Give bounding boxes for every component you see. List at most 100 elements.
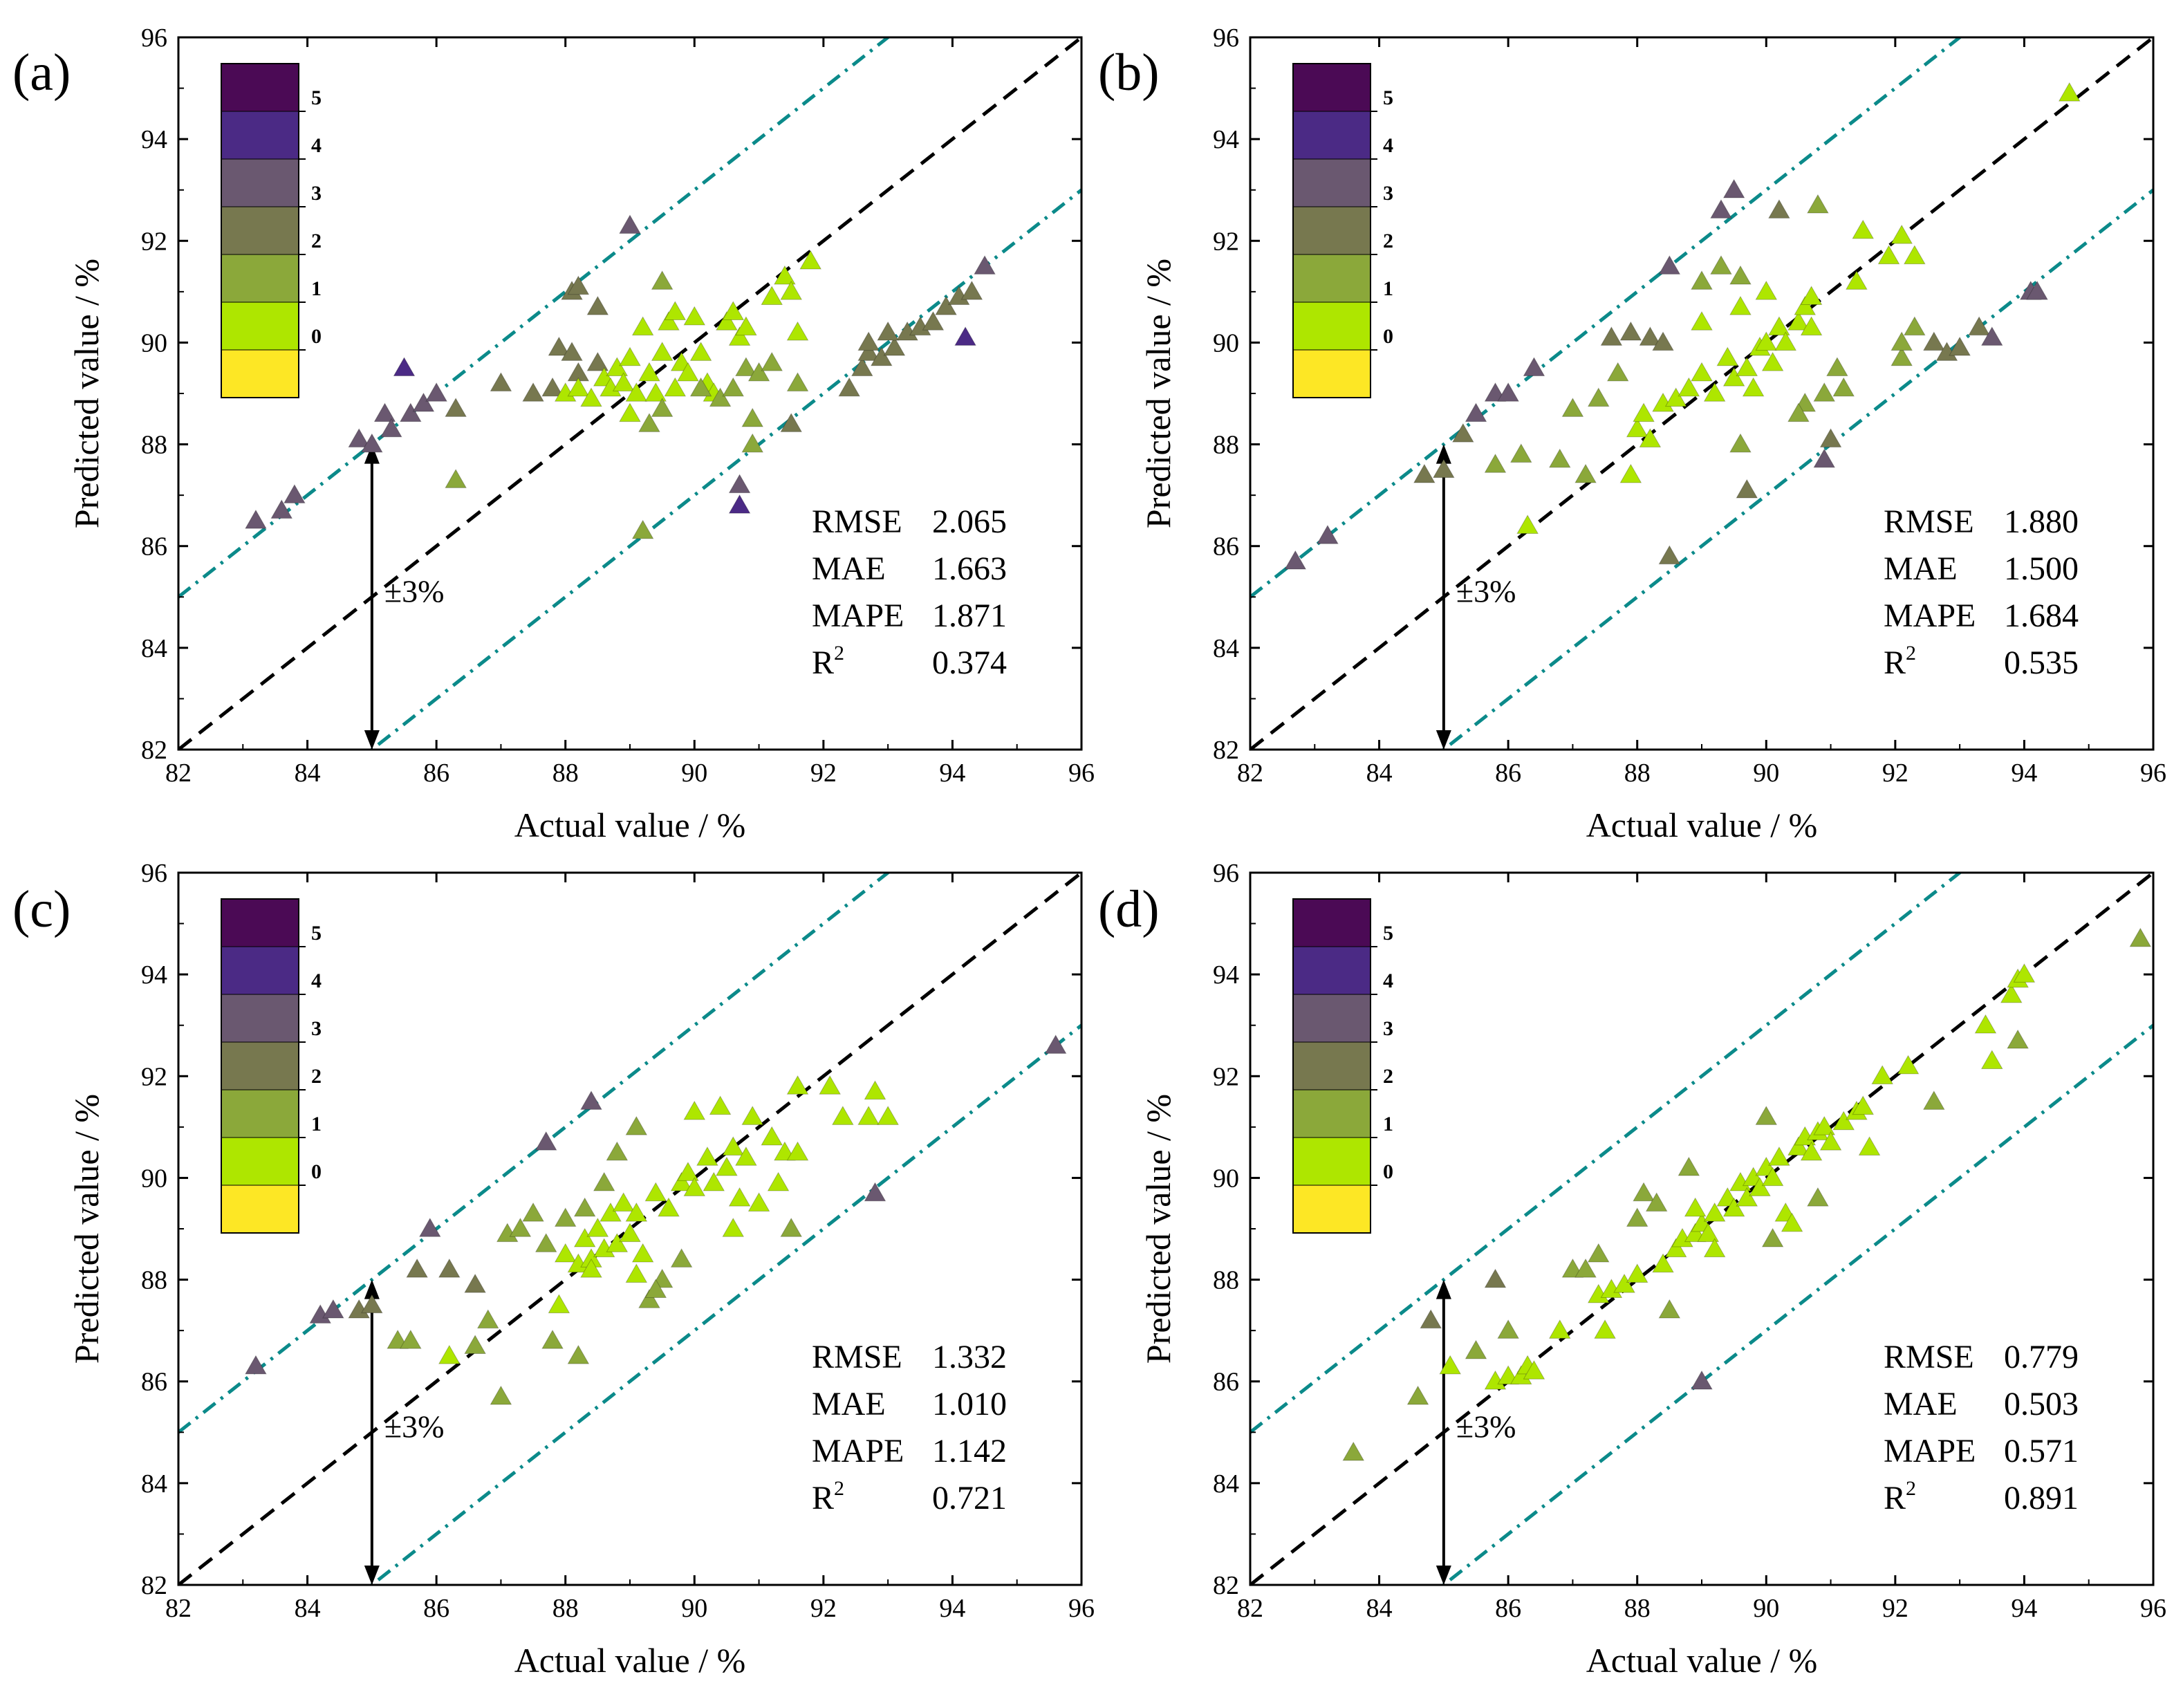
data-point	[709, 387, 732, 407]
colorbar-label: 1	[1383, 277, 1393, 300]
metric-superscript: 2	[1906, 642, 1916, 665]
data-point	[606, 1233, 629, 1252]
ideal-line	[178, 37, 1081, 750]
metric-superscript: 2	[834, 642, 844, 665]
data-point	[741, 407, 764, 427]
data-point	[1561, 398, 1584, 417]
colorbar-segment	[221, 1089, 299, 1138]
data-point	[935, 295, 957, 315]
data-point	[586, 351, 609, 371]
x-tick-label: 92	[1882, 1594, 1908, 1623]
y-axis-title: Predicted value / %	[1139, 259, 1178, 528]
x-tick-label: 82	[1237, 759, 1263, 788]
data-point	[522, 382, 544, 402]
data-point	[780, 280, 803, 300]
colorbar-frame	[221, 898, 299, 1234]
data-point	[1826, 357, 1848, 376]
x-tick-label: 86	[1495, 759, 1521, 788]
x-tick-label: 84	[295, 759, 321, 788]
metric-name: R2	[812, 1477, 844, 1516]
data-point	[728, 326, 751, 346]
colorbar-label: 2	[311, 230, 322, 252]
chart-panel-3: (d) ±3% 5 4 3 2 1 0 RMSE 0.779 MAE 0.503 MAPE 0.571 R2…	[1098, 859, 2166, 1680]
x-tick-label: 90	[681, 1594, 707, 1623]
metric-superscript: 2	[834, 1477, 844, 1500]
colorbar-segment	[1292, 301, 1371, 351]
data-point	[1523, 357, 1545, 376]
data-point	[1729, 265, 1752, 285]
lower-band-line	[1440, 188, 2153, 750]
ideal-line	[178, 873, 1081, 1585]
colorbar-label: 3	[1383, 1017, 1393, 1040]
colorbar-segment	[1292, 994, 1371, 1043]
data-point	[580, 1258, 602, 1278]
data-point	[1974, 1014, 1997, 1034]
data-point	[644, 382, 667, 402]
metric-value: 1.332	[932, 1339, 1007, 1375]
data-point	[1484, 1268, 1507, 1288]
data-point	[554, 1207, 577, 1227]
data-point	[548, 336, 570, 356]
chart-panel-2: (c) ±3% 5 4 3 2 1 0 RMSE 1.332 MAE 1.010 MAPE 1.142 R2…	[12, 859, 1095, 1680]
data-point	[722, 1136, 745, 1156]
band-arrow-head-up	[1436, 1279, 1451, 1299]
data-point	[1633, 402, 1655, 423]
data-point	[625, 1202, 648, 1222]
data-point	[683, 1177, 706, 1196]
data-point	[600, 1202, 622, 1222]
metric-value: 1.500	[2004, 550, 2079, 587]
colorbar-label: 5	[311, 922, 322, 945]
data-point	[1980, 326, 2003, 346]
data-point	[348, 428, 371, 447]
data-point	[509, 1217, 532, 1237]
data-point	[1633, 1182, 1655, 1202]
x-tick-label: 92	[810, 759, 837, 788]
data-point	[1891, 331, 1913, 351]
metric-value: 1.142	[932, 1433, 1007, 1469]
data-point	[786, 1141, 809, 1161]
data-point	[954, 326, 976, 346]
x-tick-label: 92	[1882, 759, 1908, 788]
data-point	[1716, 346, 1739, 366]
colorbar-segment	[221, 1041, 299, 1090]
colorbar-label: 0	[311, 325, 322, 348]
metric-value: 0.779	[2004, 1339, 2079, 1375]
colorbar-label: 1	[1383, 1113, 1393, 1135]
data-point	[1678, 1156, 1700, 1176]
data-point	[360, 1294, 383, 1314]
data-point	[1645, 1192, 1668, 1212]
data-point	[399, 1329, 422, 1349]
data-point	[774, 265, 796, 285]
data-point	[857, 331, 880, 351]
metric-name: RMSE	[1884, 503, 1974, 540]
data-point	[1891, 224, 1913, 244]
data-point	[586, 1217, 609, 1237]
data-point	[670, 1248, 693, 1268]
data-point	[1710, 199, 1732, 219]
x-tick-label: 94	[939, 759, 965, 788]
data-point	[1626, 1207, 1648, 1227]
colorbar-segment	[221, 158, 299, 207]
band-arrow-head-down	[364, 1566, 380, 1585]
data-point	[535, 1131, 557, 1151]
data-point	[567, 275, 590, 295]
y-axis-title: Predicted value / %	[1139, 1094, 1178, 1364]
metric-name: RMSE	[1884, 1339, 1974, 1375]
data-point	[1710, 255, 1732, 275]
x-tick-label: 96	[1068, 1594, 1095, 1623]
data-point	[741, 433, 764, 453]
colorbar-segment	[1292, 254, 1371, 303]
metric-name: MAE	[812, 1386, 886, 1422]
data-point	[373, 402, 396, 423]
data-point	[631, 316, 654, 336]
data-point	[1722, 1197, 1745, 1217]
data-point	[722, 1217, 745, 1237]
data-point	[780, 1217, 803, 1237]
data-point	[761, 286, 783, 305]
data-point	[2013, 963, 2036, 983]
colorbar-segment	[221, 1137, 299, 1186]
data-point	[1619, 463, 1642, 483]
y-tick-label: 96	[141, 859, 167, 888]
data-point	[1800, 286, 1823, 305]
band-label: ±3%	[1456, 1409, 1516, 1445]
